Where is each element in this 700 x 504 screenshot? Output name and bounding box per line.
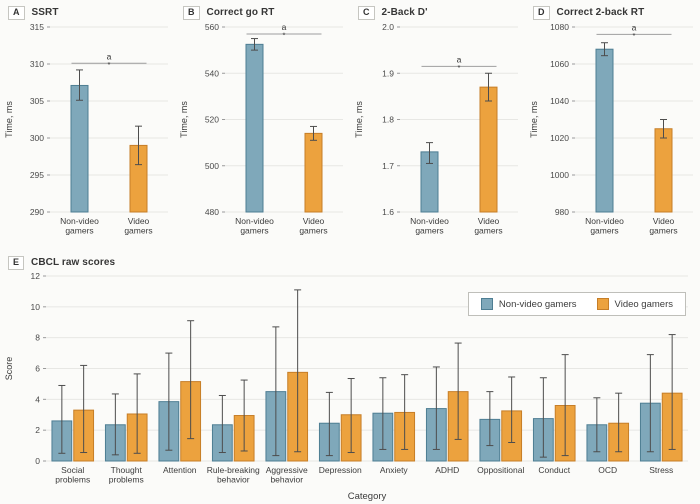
svg-text:*: *	[108, 60, 111, 69]
svg-text:310: 310	[30, 59, 44, 69]
svg-text:1.9: 1.9	[382, 68, 394, 78]
svg-text:Depression: Depression	[319, 465, 362, 475]
svg-text:500: 500	[205, 161, 219, 171]
panel-title-correct-go-rt: Correct go RT	[206, 7, 275, 18]
panel-2back-dprime: C 2-Back D' 1.6 1.7 1.8 1.9 2.0 Time, ms Non-v…	[350, 0, 525, 250]
panel-correct-2back-rt-header: D Correct 2-back RT	[525, 0, 700, 20]
svg-text:a: a	[457, 54, 462, 64]
legend-item-nonvideo: Non-video gamers	[480, 298, 577, 310]
svg-text:Oppositional: Oppositional	[477, 465, 524, 475]
svg-text:4: 4	[35, 394, 40, 404]
svg-text:Conduct: Conduct	[538, 465, 570, 475]
legend-label-nonvideo: Non-video gamers	[498, 298, 577, 310]
top-panel-row: A SSRT 290 295 300 305 310 315 Time, ms Non-vid…	[0, 0, 700, 250]
svg-text:a: a	[107, 51, 112, 61]
panel-title-2back-dprime: 2-Back D'	[381, 7, 428, 18]
panel-label-d: D	[533, 5, 550, 20]
svg-text:ADHD: ADHD	[435, 465, 459, 475]
panel-title-correct-2back-rt: Correct 2-back RT	[556, 7, 645, 18]
svg-text:2: 2	[35, 425, 40, 435]
svg-text:a: a	[282, 22, 287, 32]
panel-correct-go-rt: B Correct go RT 480 500 520 540 560 Time, ms N…	[175, 0, 350, 250]
panel-2back-dprime-header: C 2-Back D'	[350, 0, 525, 20]
svg-text:1080: 1080	[550, 22, 569, 32]
svg-text:1.7: 1.7	[382, 161, 394, 171]
svg-text:980: 980	[555, 207, 569, 217]
panel-correct-go-rt-header: B Correct go RT	[175, 0, 350, 20]
panel-label-e: E	[8, 255, 25, 270]
svg-text:540: 540	[205, 68, 219, 78]
panel-title-cbcl: CBCL raw scores	[31, 257, 116, 268]
svg-text:0: 0	[35, 456, 40, 466]
panel-title-ssrt: SSRT	[31, 7, 59, 18]
legend: Non-video gamers Video gamers	[467, 292, 686, 316]
svg-text:300: 300	[30, 133, 44, 143]
svg-text:315: 315	[30, 22, 44, 32]
svg-text:a: a	[632, 22, 637, 32]
panel-ssrt-header: A SSRT	[0, 0, 175, 20]
svg-text:520: 520	[205, 115, 219, 125]
legend-swatch-video-icon	[596, 298, 609, 310]
panel-cbcl: E CBCL raw scores Non-video gamers Video…	[0, 250, 700, 504]
svg-text:290: 290	[30, 207, 44, 217]
svg-text:1060: 1060	[550, 59, 569, 69]
cbcl-chart: 0 2 4 6 8 10 12 Score Social problems Thought probl…	[4, 271, 688, 502]
panel-label-a: A	[8, 5, 25, 20]
panel-correct-2back-rt: D Correct 2-back RT 980 1000 1020 1040 1060 1…	[525, 0, 700, 250]
svg-text:*: *	[458, 63, 461, 72]
svg-text:480: 480	[205, 207, 219, 217]
svg-text:295: 295	[30, 170, 44, 180]
panel-cbcl-header: E CBCL raw scores	[0, 250, 700, 270]
svg-text:Time, ms: Time, ms	[179, 101, 189, 138]
svg-text:1020: 1020	[550, 133, 569, 143]
panel-label-c: C	[358, 5, 375, 20]
svg-text:1.8: 1.8	[382, 115, 394, 125]
svg-text:*: *	[633, 31, 636, 40]
svg-text:Stress: Stress	[649, 465, 673, 475]
svg-text:8: 8	[35, 333, 40, 343]
svg-text:Time, ms: Time, ms	[529, 101, 539, 138]
svg-text:10: 10	[31, 302, 41, 312]
panel-label-b: B	[183, 5, 200, 20]
ssrt-chart: 290 295 300 305 310 315 Time, ms Non-video gamer…	[4, 22, 168, 236]
svg-text:*: *	[283, 30, 286, 39]
svg-text:12: 12	[31, 271, 41, 281]
svg-text:Attention: Attention	[163, 465, 197, 475]
svg-text:6: 6	[35, 364, 40, 374]
correct-2back-rt-chart: 980 1000 1020 1040 1060 1080 Time, ms Non-video…	[529, 22, 693, 236]
2back-dprime-chart: 1.6 1.7 1.8 1.9 2.0 Time, ms Non-video gamers Vi…	[354, 22, 518, 236]
svg-text:560: 560	[205, 22, 219, 32]
svg-text:1000: 1000	[550, 170, 569, 180]
legend-swatch-nonvideo-icon	[480, 298, 493, 310]
svg-text:1.6: 1.6	[382, 207, 394, 217]
svg-text:305: 305	[30, 96, 44, 106]
panel-ssrt: A SSRT 290 295 300 305 310 315 Time, ms Non-vid…	[0, 0, 175, 250]
correct-go-rt-chart: 480 500 520 540 560 Time, ms Non-video gamers Vi…	[179, 22, 343, 236]
legend-item-video: Video gamers	[596, 298, 673, 310]
svg-text:2.0: 2.0	[382, 22, 394, 32]
svg-text:OCD: OCD	[598, 465, 617, 475]
legend-label-video: Video gamers	[614, 298, 673, 310]
svg-text:Category: Category	[348, 491, 387, 502]
svg-text:Score: Score	[4, 357, 14, 381]
svg-text:Anxiety: Anxiety	[380, 465, 409, 475]
svg-text:1040: 1040	[550, 96, 569, 106]
svg-text:Time, ms: Time, ms	[4, 101, 14, 138]
svg-text:Time, ms: Time, ms	[354, 101, 364, 138]
